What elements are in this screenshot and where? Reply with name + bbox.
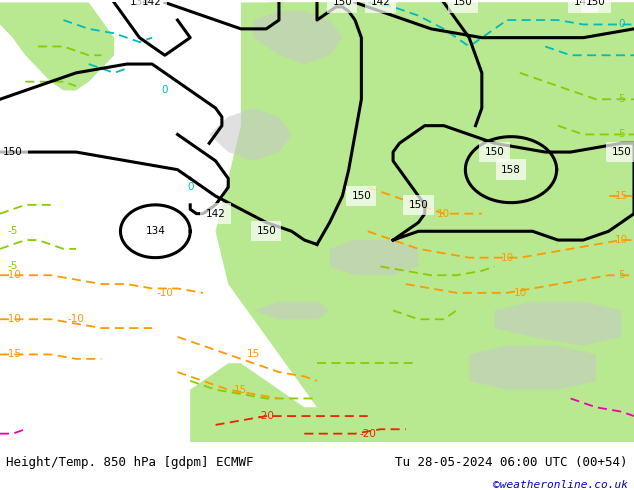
Text: 5: 5 xyxy=(618,129,624,140)
Text: 0: 0 xyxy=(618,20,624,29)
Text: 10: 10 xyxy=(514,288,526,298)
Text: 150: 150 xyxy=(484,147,505,157)
Text: -10: -10 xyxy=(157,288,173,298)
Text: -20: -20 xyxy=(359,429,376,439)
Text: -15: -15 xyxy=(4,349,21,360)
Text: 150: 150 xyxy=(256,226,276,236)
Polygon shape xyxy=(469,345,596,390)
Polygon shape xyxy=(241,2,634,64)
Text: 150: 150 xyxy=(3,147,23,157)
Text: 150: 150 xyxy=(408,200,429,210)
Polygon shape xyxy=(0,2,114,91)
Text: 150: 150 xyxy=(586,0,606,7)
Text: 150: 150 xyxy=(332,0,353,7)
Polygon shape xyxy=(254,302,330,319)
Text: 5: 5 xyxy=(618,270,624,280)
Text: 15: 15 xyxy=(247,349,260,360)
Text: 142: 142 xyxy=(573,0,593,7)
Polygon shape xyxy=(495,302,621,345)
Text: 142: 142 xyxy=(370,0,391,7)
Polygon shape xyxy=(216,2,634,442)
Text: -5: -5 xyxy=(8,226,18,236)
Text: 142: 142 xyxy=(142,0,162,7)
Text: 142: 142 xyxy=(205,209,226,219)
Text: 0: 0 xyxy=(187,182,193,192)
Text: 5: 5 xyxy=(618,94,624,104)
Text: 10: 10 xyxy=(615,235,628,245)
Text: 158: 158 xyxy=(501,165,521,174)
Polygon shape xyxy=(190,354,482,442)
Text: 10: 10 xyxy=(501,253,514,263)
Polygon shape xyxy=(330,240,418,275)
Text: 150: 150 xyxy=(351,191,372,201)
Text: 150: 150 xyxy=(453,0,473,7)
Text: 15: 15 xyxy=(235,385,247,394)
Polygon shape xyxy=(209,108,292,161)
Text: -10: -10 xyxy=(4,270,21,280)
Text: ©weatheronline.co.uk: ©weatheronline.co.uk xyxy=(493,480,628,490)
Text: -20: -20 xyxy=(258,411,275,421)
Text: 0: 0 xyxy=(162,85,168,96)
Text: 10: 10 xyxy=(437,209,450,219)
Text: 134: 134 xyxy=(129,0,150,7)
Text: -10: -10 xyxy=(68,314,84,324)
Text: 15: 15 xyxy=(615,191,628,201)
Text: Height/Temp. 850 hPa [gdpm] ECMWF: Height/Temp. 850 hPa [gdpm] ECMWF xyxy=(6,457,254,469)
Text: -10: -10 xyxy=(4,314,21,324)
Text: 150: 150 xyxy=(611,147,631,157)
Text: 134: 134 xyxy=(145,226,165,236)
Polygon shape xyxy=(254,11,342,64)
Text: -5: -5 xyxy=(8,262,18,271)
Text: Tu 28-05-2024 06:00 UTC (00+54): Tu 28-05-2024 06:00 UTC (00+54) xyxy=(395,457,628,469)
